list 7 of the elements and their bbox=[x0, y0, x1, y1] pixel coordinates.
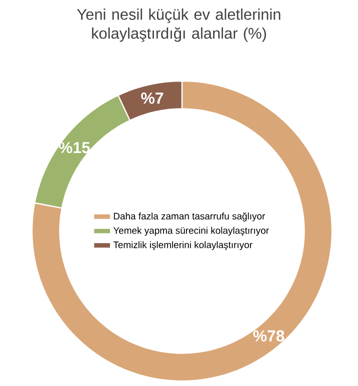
data-label: %78 bbox=[253, 330, 284, 342]
data-label: %15 bbox=[58, 142, 90, 154]
legend-label: Daha fazla zaman tasarrufu sağlıyor bbox=[114, 212, 266, 222]
chart-title: Yeni nesil küçük ev aletlerinin kolaylaştırdığı alanlar (%) bbox=[77, 8, 280, 42]
legend-label: Temizlik işlemlerini kolaylaştırıyor bbox=[113, 241, 252, 250]
legend-label: Yemek yapma sürecini kolaylaştırıyor bbox=[113, 226, 269, 236]
data-label: %7 bbox=[141, 92, 164, 104]
